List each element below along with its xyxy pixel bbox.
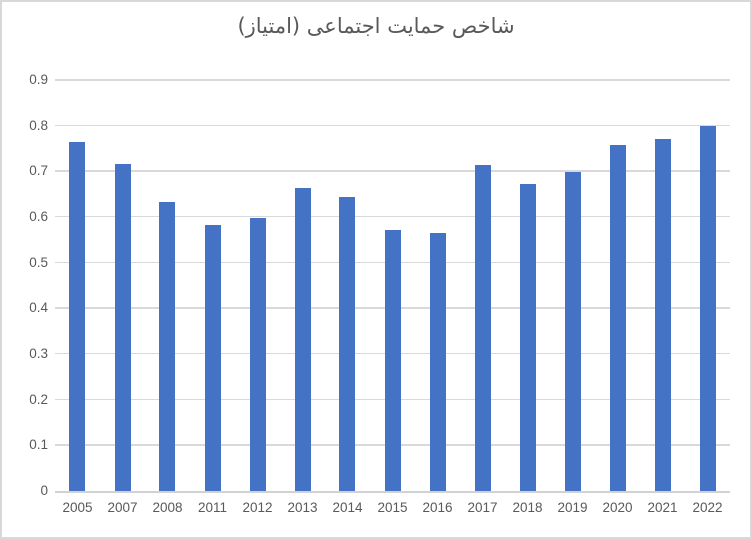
bar-2016 — [429, 232, 446, 491]
x-axis-tick-label: 2022 — [692, 500, 723, 515]
y-axis-tick-label: 0.2 — [29, 391, 48, 407]
bar-2011 — [204, 225, 221, 491]
bar-2021 — [654, 139, 671, 491]
bar-2019 — [564, 171, 581, 491]
y-axis-tick-label: 0.5 — [29, 254, 48, 270]
x-axis-tick-label: 2019 — [557, 500, 588, 515]
gridline — [55, 170, 730, 172]
y-axis-tick-label: 0.1 — [29, 437, 48, 453]
chart-title: شاخص حمایت اجتماعی (امتیاز) — [237, 14, 515, 38]
bar-2018 — [519, 184, 536, 491]
gridline — [55, 79, 730, 81]
bar-2005 — [69, 141, 86, 491]
x-axis-tick-label: 2008 — [152, 500, 183, 515]
y-axis-tick-label: 0.7 — [29, 163, 48, 179]
x-axis-tick-label: 2018 — [512, 500, 543, 515]
x-axis-tick-label: 2020 — [602, 500, 633, 515]
x-axis-tick-label: 2016 — [422, 500, 453, 515]
bar-2014 — [339, 196, 356, 491]
x-axis-tick-label: 2013 — [287, 500, 318, 515]
bar-2015 — [384, 229, 401, 491]
bar-2017 — [474, 164, 491, 491]
y-axis-tick-label: 0 — [40, 483, 48, 498]
y-axis-tick-label: 0.8 — [29, 117, 48, 133]
bar-2020 — [609, 145, 626, 491]
x-axis: 2005 2007 2008 2011 2012 2013 2014 2015 2016 2017… — [55, 499, 730, 517]
y-axis-tick-label: 0.3 — [29, 346, 48, 361]
x-axis-tick-label: 2005 — [62, 500, 93, 515]
bar-2013 — [294, 187, 311, 491]
y-axis-tick-label: 0.9 — [29, 72, 48, 87]
x-axis-tick-label: 2012 — [242, 500, 273, 515]
y-axis: 0 0.1 0.2 0.3 0.4 0.5 0.6 0.7 0.8 0.9 — [2, 2, 48, 537]
x-axis-tick-label: 2021 — [647, 500, 678, 515]
x-axis-tick-label: 2007 — [107, 500, 138, 515]
bar-2022 — [699, 126, 716, 491]
bar-2008 — [159, 201, 176, 491]
x-axis-tick-label: 2011 — [197, 500, 228, 515]
x-axis-tick-label: 2017 — [467, 500, 498, 515]
plot-area — [55, 79, 730, 493]
bar-2012 — [249, 217, 266, 491]
gridline — [55, 215, 730, 218]
x-axis-tick-label: 2014 — [332, 500, 363, 515]
y-axis-tick-label: 0.4 — [29, 300, 48, 316]
bar-2007 — [114, 164, 131, 491]
y-axis-tick-label: 0.6 — [29, 209, 48, 224]
gridline — [55, 124, 730, 127]
x-axis-tick-label: 2015 — [377, 500, 408, 515]
